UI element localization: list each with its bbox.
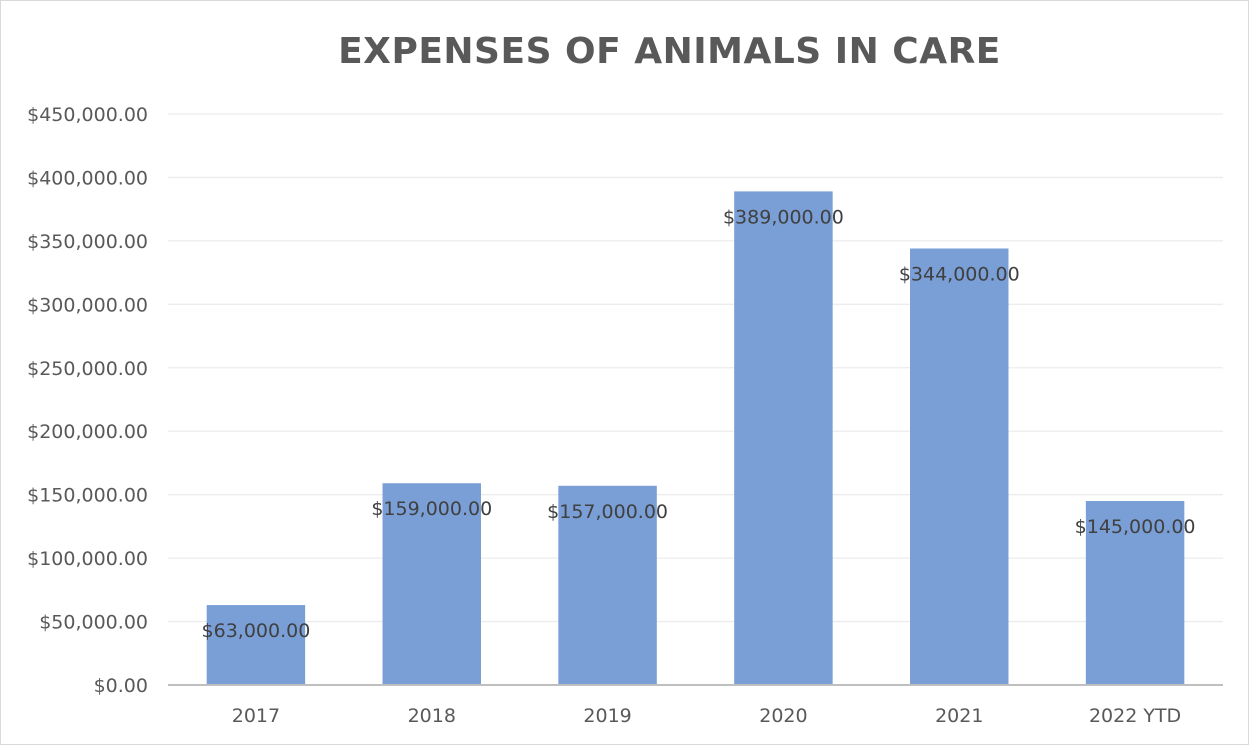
bar-2018 [382,483,481,685]
bar-2021 [910,248,1009,685]
y-tick-label: $400,000.00 [27,167,148,189]
y-tick-label: $450,000.00 [27,104,148,126]
y-tick-label: $250,000.00 [27,358,148,380]
y-tick-label: $0.00 [94,675,148,697]
y-tick-label: $100,000.00 [27,548,148,570]
x-tick-label: 2018 [408,705,456,727]
data-label: $159,000.00 [371,498,492,520]
y-tick-label: $350,000.00 [27,231,148,253]
bar-2020 [734,191,833,685]
data-label: $145,000.00 [1075,516,1196,538]
data-label: $157,000.00 [547,501,668,523]
bar-2022-ytd [1085,501,1185,685]
y-tick-label: $150,000.00 [27,485,148,507]
x-tick-label: 2022 YTD [1089,705,1181,727]
x-tick-label: 2019 [583,705,631,727]
chart-title: EXPENSES OF ANIMALS IN CARE [338,31,1001,72]
x-tick-label: 2020 [759,705,807,727]
data-label: $389,000.00 [723,206,844,228]
x-tick-label: 2021 [935,705,983,727]
y-tick-label: $300,000.00 [27,294,148,316]
y-tick-label: $50,000.00 [39,612,148,634]
bar-2019 [558,485,657,685]
data-label: $63,000.00 [202,620,311,642]
x-tick-label: 2017 [232,705,280,727]
y-tick-label: $200,000.00 [27,421,148,443]
data-label: $344,000.00 [899,264,1020,286]
bar-2017 [206,605,306,685]
